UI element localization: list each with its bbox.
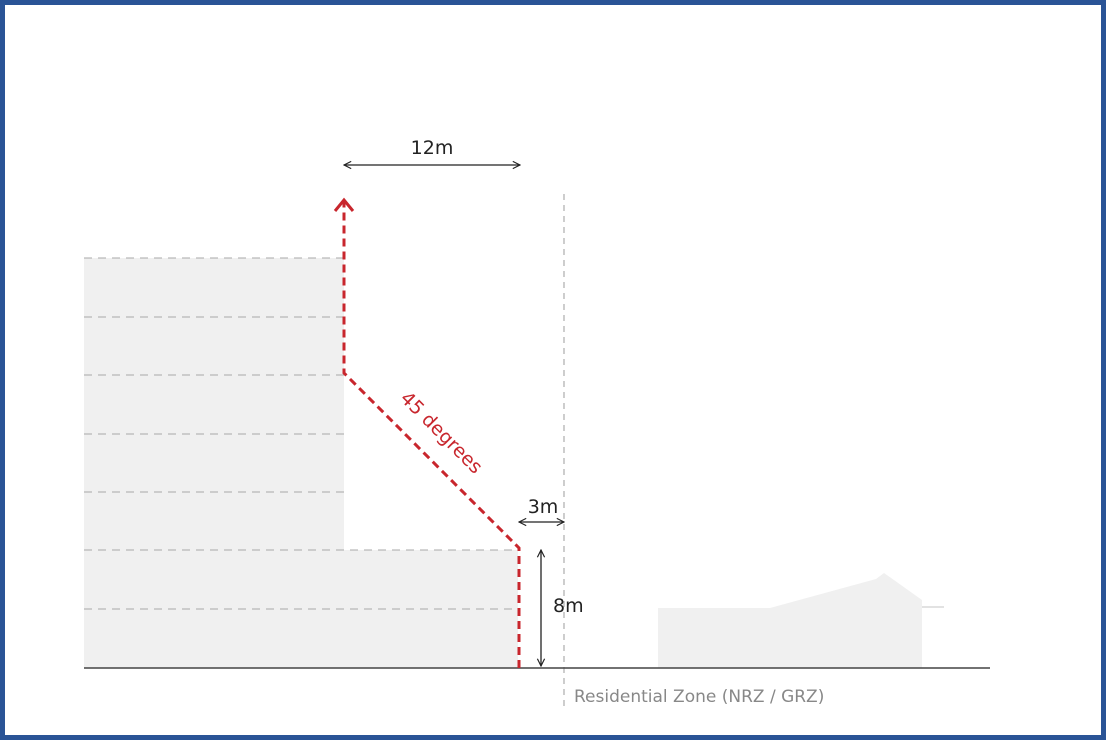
angle-label: 45 degrees (396, 387, 487, 478)
residential-house-silhouette (658, 573, 922, 668)
width-12m-label: 12m (411, 137, 454, 159)
setback-3m-label: 3m (528, 496, 559, 518)
residential-zone-label: Residential Zone (NRZ / GRZ) (574, 687, 824, 707)
floor-lines (84, 257, 518, 610)
envelope-line (342, 202, 521, 668)
height-8m-label: 8m (553, 595, 584, 617)
envelope-arrowhead (333, 197, 355, 212)
